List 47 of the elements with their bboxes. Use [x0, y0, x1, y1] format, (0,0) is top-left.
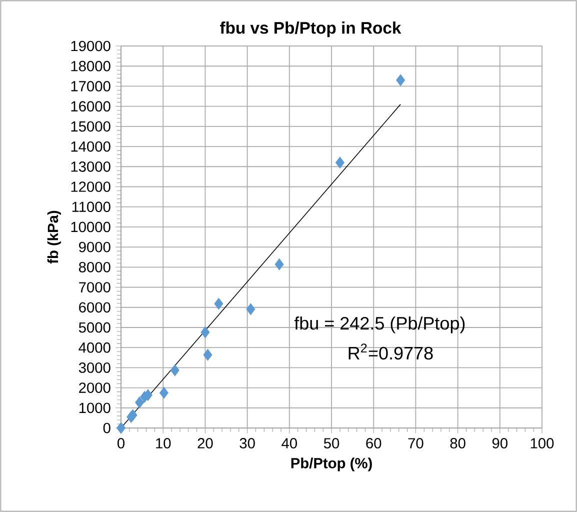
x-tick-label: 50 — [324, 438, 340, 448]
y-tick-label: 10000 — [71, 222, 110, 232]
annotation: fbu = 242.5 (Pb/Ptop) — [294, 316, 465, 334]
y-tick-label: 13000 — [71, 161, 110, 172]
y-tick-label: 2000 — [79, 382, 110, 393]
x-tick-label: 90 — [492, 438, 508, 448]
y-tick-label: 6000 — [79, 302, 110, 313]
point — [335, 156, 344, 168]
y-tick-label: 1000 — [79, 402, 110, 414]
y-tick-label: 15000 — [71, 121, 110, 132]
y-tick-label: 9000 — [79, 242, 110, 252]
point — [396, 74, 406, 86]
y-tick-label: 16000 — [71, 101, 110, 112]
y-tick-label: 18000 — [71, 60, 110, 72]
y-tick-label: 4000 — [78, 342, 110, 353]
y-axis-title: fb (kPa) — [47, 210, 62, 264]
x-tick-label: 80 — [450, 438, 466, 448]
chart-title: fbu vs Pb/Ptop in Rock — [220, 22, 402, 38]
y-tick-label: 3000 — [78, 362, 110, 373]
x-tick-label: 100 — [530, 438, 554, 448]
point — [135, 396, 144, 408]
y-tick-label: 11000 — [72, 202, 110, 212]
point — [170, 364, 180, 376]
y-tick-label: 17000 — [71, 81, 110, 92]
annotation: R$^{2}$=0.9778 — [348, 344, 433, 360]
x-tick-label: 20 — [198, 438, 213, 448]
point — [116, 422, 126, 434]
x-tick-label: 30 — [240, 438, 255, 448]
y-tick-label: 19000 — [71, 40, 110, 52]
x-axis-title: Pb/Ptop (%) — [291, 458, 372, 472]
point — [246, 303, 256, 316]
point — [274, 258, 284, 270]
point — [159, 386, 168, 399]
y-tick-label: 5000 — [78, 322, 110, 333]
y-tick-label: 12000 — [71, 182, 110, 192]
point — [203, 348, 212, 361]
y-tick-label: 14000 — [71, 141, 110, 152]
x-tick-label: 10 — [156, 438, 171, 448]
point — [200, 326, 210, 338]
x-tick-label: 0 — [117, 438, 124, 448]
y-tick-label: 0 — [103, 422, 110, 434]
point — [214, 298, 224, 310]
x-tick-label: 40 — [282, 438, 297, 448]
y-tick-label: 8000 — [78, 262, 110, 272]
x-tick-label: 60 — [366, 438, 382, 448]
x-tick-label: 70 — [408, 438, 424, 448]
y-tick-label: 7000 — [79, 282, 110, 292]
